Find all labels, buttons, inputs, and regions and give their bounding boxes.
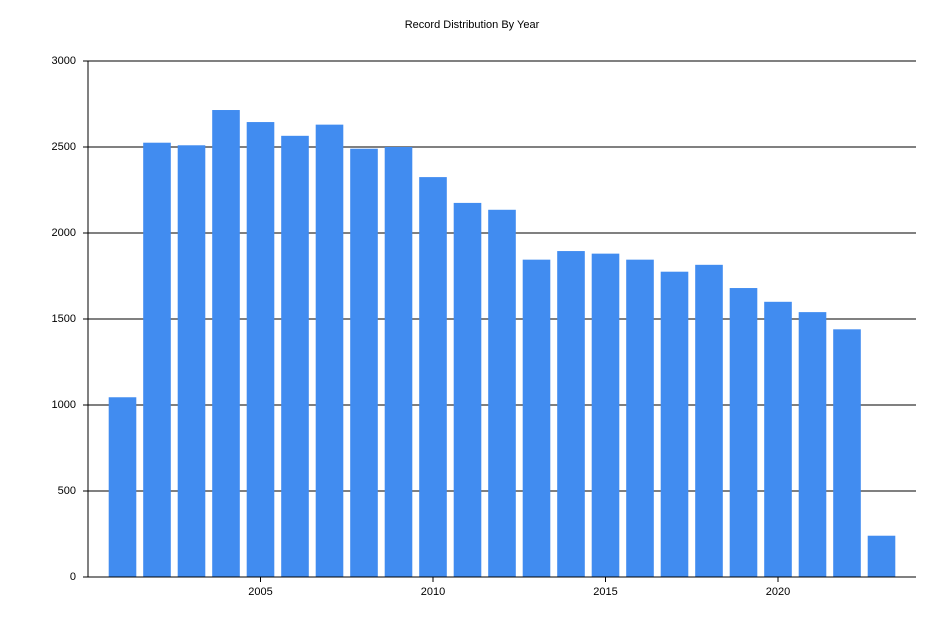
bar	[177, 145, 206, 577]
x-tick-label: 2005	[248, 586, 272, 598]
bar	[798, 312, 827, 577]
y-tick-label: 1500	[52, 313, 76, 325]
bar	[143, 142, 171, 577]
bar	[108, 397, 137, 577]
bar	[212, 110, 240, 578]
chart-title: Record Distribution By Year	[405, 19, 540, 31]
bar	[522, 259, 551, 577]
bar	[246, 122, 275, 577]
bar	[557, 251, 585, 577]
x-tick-label: 2015	[593, 586, 617, 598]
bar	[729, 288, 758, 577]
bar	[281, 135, 309, 577]
bar	[695, 264, 723, 577]
bar	[867, 535, 896, 577]
y-tick-label: 500	[58, 485, 76, 497]
y-tick-label: 0	[70, 571, 76, 583]
bar	[660, 271, 689, 577]
bar	[453, 202, 482, 577]
bar	[833, 329, 861, 577]
bar	[384, 147, 413, 577]
y-tick-label: 2500	[52, 141, 76, 153]
x-tick-label: 2010	[421, 586, 445, 598]
y-tick-label: 1000	[52, 399, 76, 411]
bar	[488, 209, 516, 577]
bar	[591, 253, 620, 577]
bar	[419, 177, 447, 577]
y-tick-label: 3000	[52, 55, 76, 67]
bar	[764, 301, 792, 577]
bar	[626, 259, 654, 577]
bar	[315, 124, 344, 577]
y-tick-label: 2000	[52, 227, 76, 239]
bar	[350, 148, 378, 577]
x-tick-label: 2020	[766, 586, 790, 598]
